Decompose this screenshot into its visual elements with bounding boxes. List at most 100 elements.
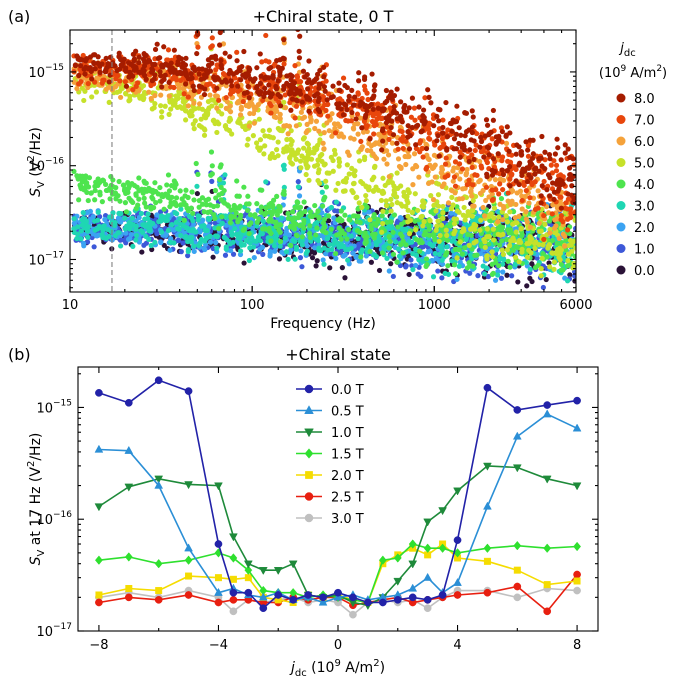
scatter-point [483,184,490,190]
scatter-point [277,238,284,245]
scatter-point [281,162,287,168]
scatter-point [358,254,364,260]
scatter-point [283,123,290,129]
scatter-point [282,235,288,241]
scatter-point [413,227,419,233]
scatter-point [405,213,411,219]
scatter-point [388,219,394,225]
scatter-point [512,262,518,268]
scatter-point [538,273,544,279]
scatter-point [422,95,428,101]
scatter-point [245,193,251,199]
scatter-point [163,232,169,239]
scatter-point [547,230,553,236]
scatter-point [326,128,332,134]
scatter-point [298,109,304,115]
scatter-point [177,216,183,222]
scatter-point [345,246,351,253]
scatter-point [336,159,343,165]
scatter-point [305,141,311,148]
scatter-point [551,158,557,164]
scatter-point [287,136,294,143]
scatter-point [478,241,484,247]
scatter-point [363,183,369,189]
scatter-point [456,161,463,167]
scatter-point [425,223,432,229]
scatter-point [133,191,139,197]
scatter-point [514,190,520,196]
scatter-point [191,100,197,106]
scatter-point [521,182,527,188]
scatter-point [566,242,572,249]
scatter-point [208,44,214,50]
scatter-point [308,156,315,162]
scatter-point [164,57,170,63]
scatter-point [227,103,233,109]
scatter-point [344,107,350,113]
scatter-point [173,219,179,225]
scatter-point [201,132,208,138]
scatter-point [444,232,450,238]
scatter-point [171,178,177,184]
scatter-point [125,236,132,242]
scatter-point [420,154,426,160]
scatter-point [489,187,495,193]
scatter-point [148,242,154,249]
scatter-point [478,163,484,169]
scatter-point [344,236,350,242]
scatter-point [489,197,495,203]
scatter-point [460,186,466,192]
scatter-point [177,188,183,194]
scatter-point [445,127,451,133]
scatter-point [504,219,511,225]
scatter-point [366,140,372,147]
scatter-point [316,167,322,173]
scatter-point [138,210,144,217]
scatter-point [159,109,165,115]
scatter-point [80,52,86,59]
scatter-point [540,284,546,291]
scatter-point [439,166,445,172]
scatter-point [78,236,84,242]
scatter-point [262,143,268,149]
scatter-point [425,180,432,187]
scatter-point [304,248,310,254]
scatter-point [433,180,440,186]
scatter-point [386,173,392,180]
scatter-point [247,240,253,246]
scatter-point [467,270,473,276]
scatter-point [558,213,564,219]
scatter-point [510,247,516,253]
scatter-point [562,243,568,249]
scatter-point [149,246,155,253]
scatter-point [315,208,321,214]
scatter-point [466,212,473,218]
scatter-point [512,214,518,221]
scatter-point [270,209,276,215]
scatter-point [122,200,129,206]
scatter-point [427,136,433,142]
scatter-point [234,193,240,199]
scatter-point [325,247,331,253]
scatter-point [184,205,190,211]
scatter-point [473,238,479,245]
panel-a-scatter-points [71,30,576,291]
scatter-point [427,232,433,238]
scatter-point [216,121,222,127]
scatter-point [181,217,187,223]
scatter-point [505,158,511,164]
scatter-point [259,59,265,65]
scatter-point [211,211,217,218]
scatter-point [501,257,507,263]
scatter-point [450,202,456,208]
scatter-point [167,195,173,201]
scatter-point [228,213,234,219]
scatter-point [93,89,100,95]
scatter-point [136,196,142,202]
scatter-point [358,138,364,145]
scatter-point [157,209,164,215]
scatter-point [357,229,363,236]
scatter-point [326,91,332,97]
scatter-point [257,137,264,143]
scatter-point [149,194,155,200]
